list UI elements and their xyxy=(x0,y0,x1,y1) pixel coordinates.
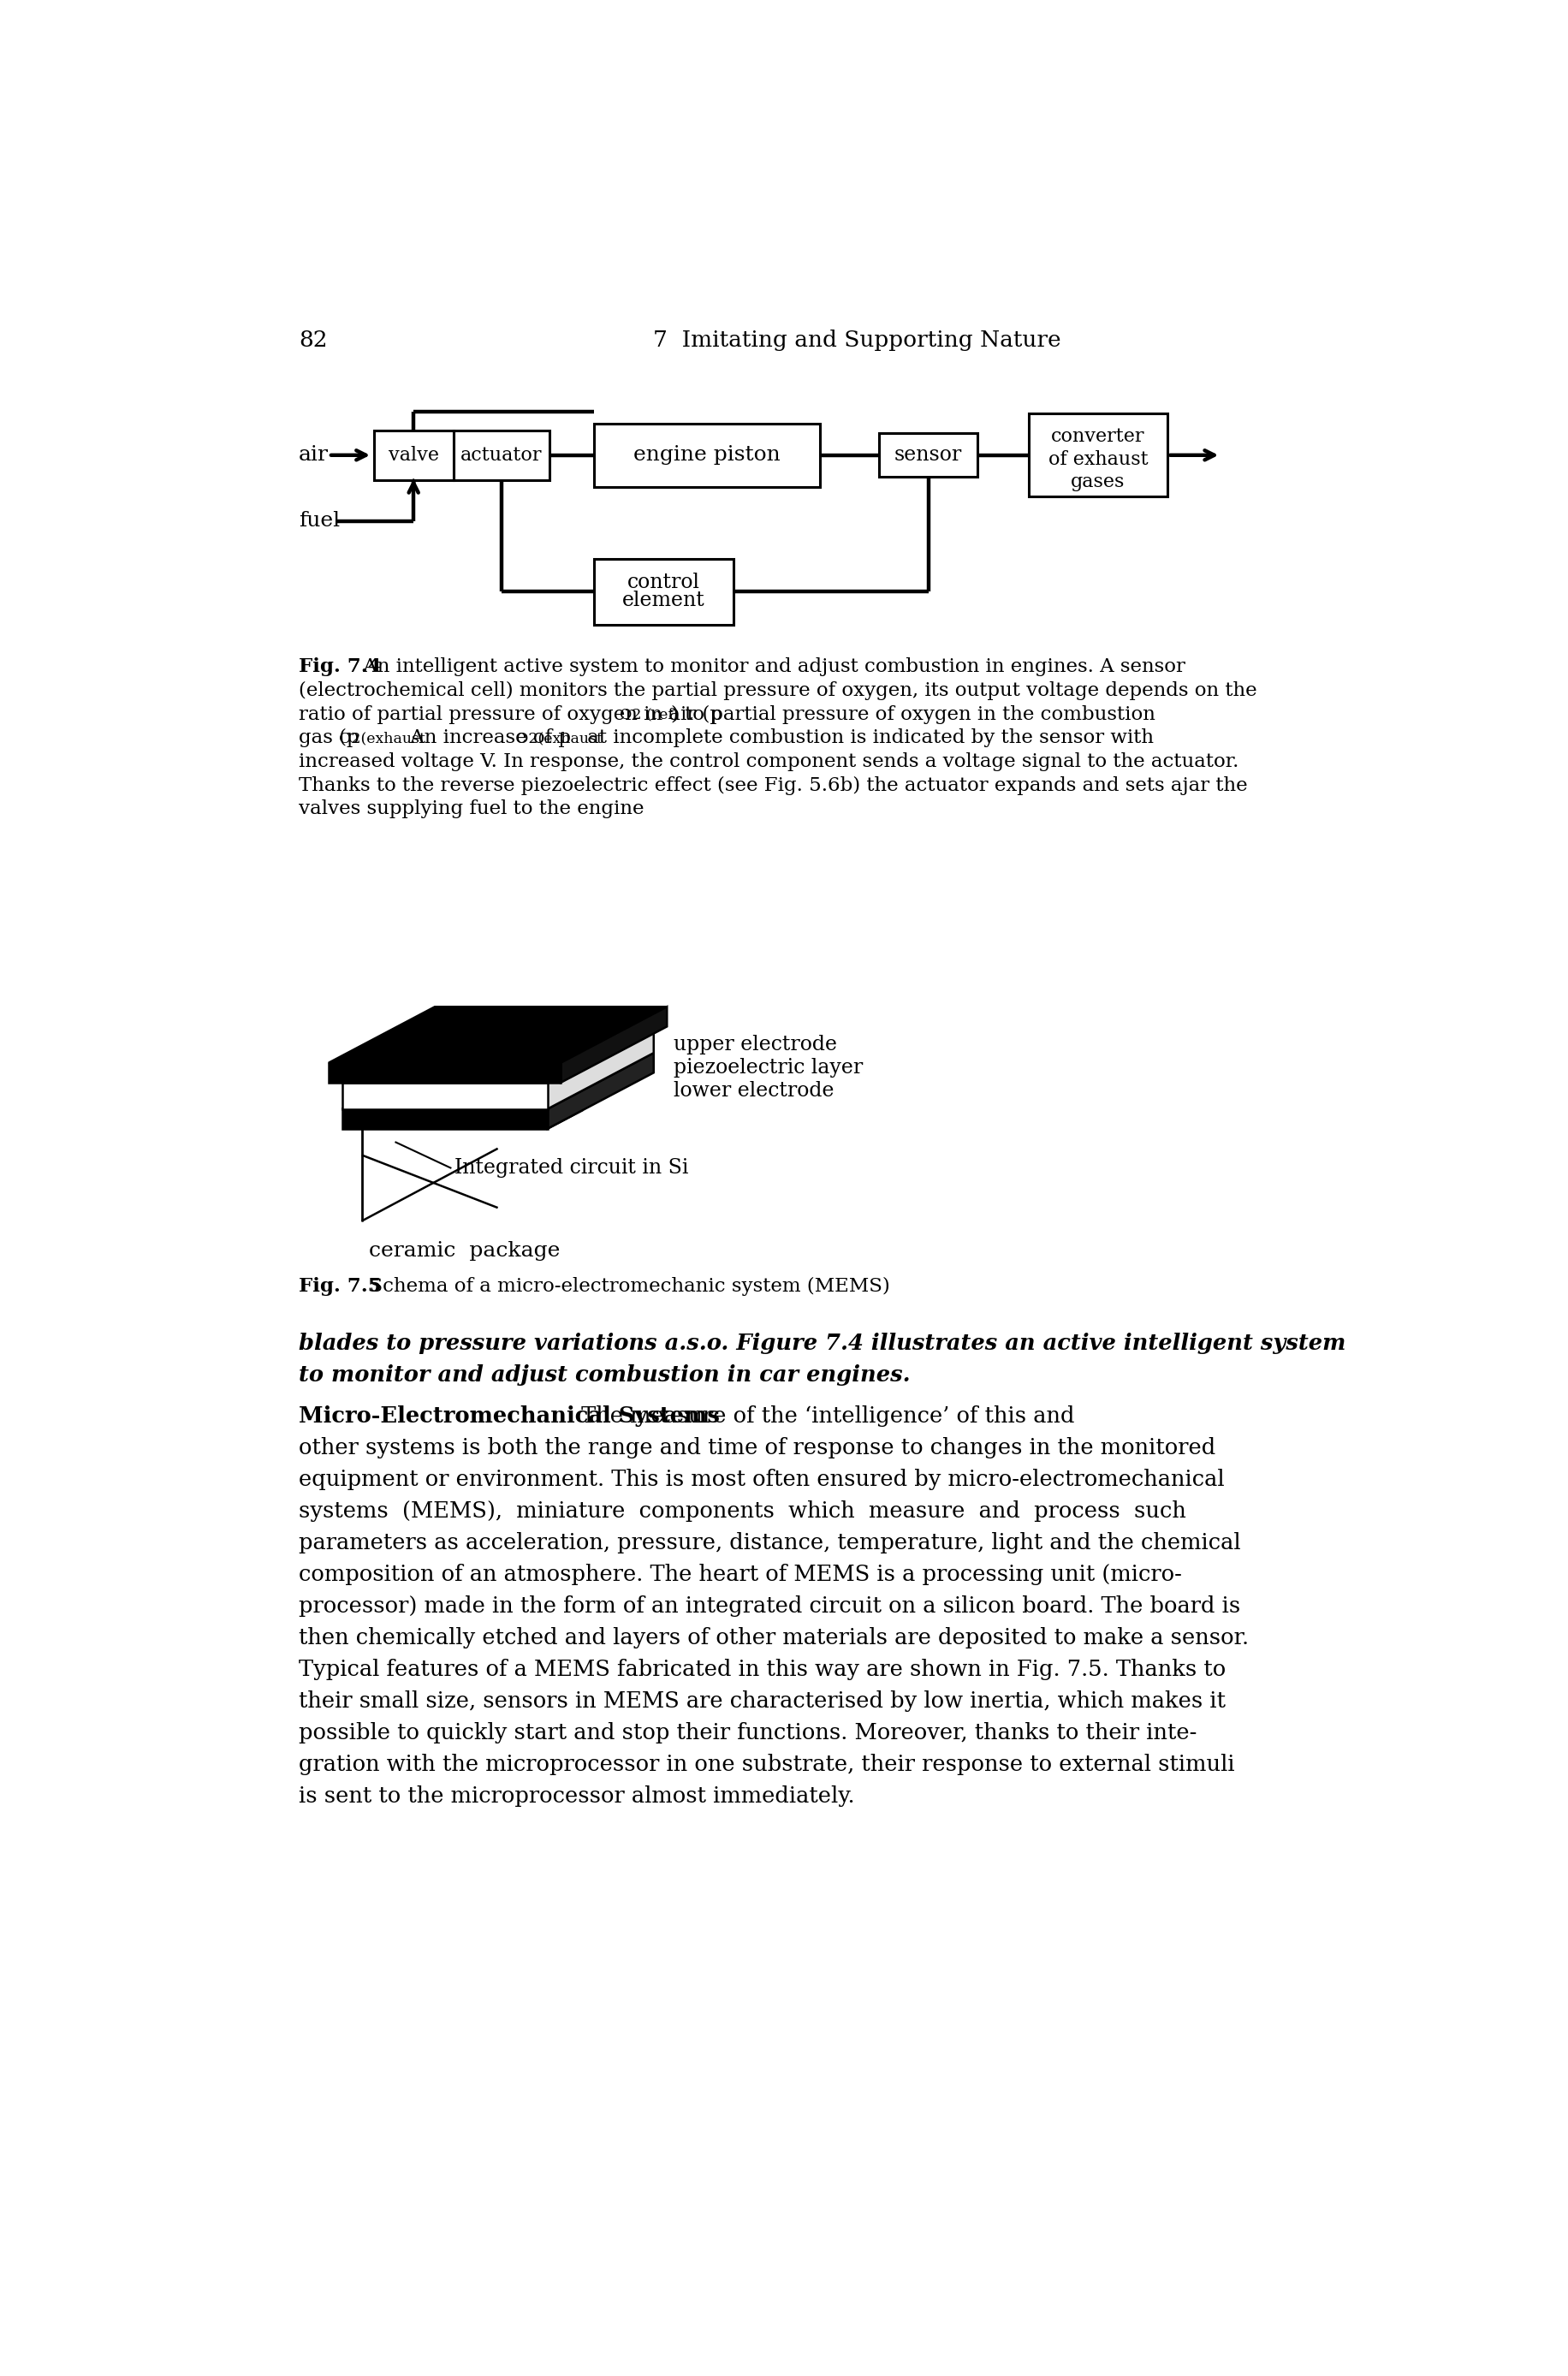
Text: increased voltage V. In response, the control component sends a voltage signal t: increased voltage V. In response, the co… xyxy=(299,753,1239,772)
Bar xyxy=(594,558,734,625)
Text: Fig. 7.5: Fig. 7.5 xyxy=(299,1276,381,1295)
Text: Thanks to the reverse piezoelectric effect (see Fig. 5.6b) the actuator expands : Thanks to the reverse piezoelectric effe… xyxy=(299,777,1248,796)
Bar xyxy=(453,430,549,480)
Bar xyxy=(880,432,977,478)
Polygon shape xyxy=(329,1007,666,1062)
Polygon shape xyxy=(329,1062,561,1083)
Text: piezoelectric layer: piezoelectric layer xyxy=(674,1057,862,1079)
Text: equipment or environment. This is most often ensured by micro-electromechanical: equipment or environment. This is most o… xyxy=(299,1468,1225,1490)
Text: actuator: actuator xyxy=(461,447,543,466)
Text: An increase of p: An increase of p xyxy=(403,729,571,748)
Text: air: air xyxy=(299,444,329,466)
Text: processor) made in the form of an integrated circuit on a silicon board. The boa: processor) made in the form of an integr… xyxy=(299,1594,1240,1616)
Text: their small size, sensors in MEMS are characterised by low inertia, which makes : their small size, sensors in MEMS are ch… xyxy=(299,1689,1226,1711)
Text: at incomplete combustion is indicated by the sensor with: at incomplete combustion is indicated by… xyxy=(582,729,1154,748)
Text: O2(exhaust: O2(exhaust xyxy=(516,732,602,746)
Text: of exhaust: of exhaust xyxy=(1047,449,1148,468)
Text: ceramic  package: ceramic package xyxy=(368,1240,560,1259)
Text: other systems is both the range and time of response to changes in the monitored: other systems is both the range and time… xyxy=(299,1437,1215,1459)
Text: systems  (MEMS),  miniature  components  which  measure  and  process  such: systems (MEMS), miniature components whi… xyxy=(299,1499,1187,1521)
Text: Fig. 7.4: Fig. 7.4 xyxy=(299,658,381,677)
Text: gration with the microprocessor in one substrate, their response to external sti: gration with the microprocessor in one s… xyxy=(299,1753,1236,1775)
Text: Integrated circuit in Si: Integrated circuit in Si xyxy=(455,1159,688,1178)
Text: Typical features of a MEMS fabricated in this way are shown in Fig. 7.5. Thanks : Typical features of a MEMS fabricated in… xyxy=(299,1658,1226,1680)
Text: converter: converter xyxy=(1051,428,1145,447)
Text: fuel: fuel xyxy=(299,511,340,530)
Text: 7  Imitating and Supporting Nature: 7 Imitating and Supporting Nature xyxy=(652,330,1060,352)
Polygon shape xyxy=(342,1083,547,1110)
Text: O2 (ref): O2 (ref) xyxy=(619,708,679,722)
Text: valves supplying fuel to the engine: valves supplying fuel to the engine xyxy=(299,801,644,820)
Text: upper electrode: upper electrode xyxy=(674,1036,837,1055)
Polygon shape xyxy=(342,1053,654,1110)
Text: Schema of a micro-electromechanic system (MEMS): Schema of a micro-electromechanic system… xyxy=(358,1276,891,1295)
Text: lower electrode: lower electrode xyxy=(674,1081,834,1100)
Text: blades to pressure variations a.s.o. Figure 7.4 illustrates an active intelligen: blades to pressure variations a.s.o. Fig… xyxy=(299,1333,1345,1354)
Text: element: element xyxy=(622,592,706,611)
Text: Micro-Electromechanical Systems: Micro-Electromechanical Systems xyxy=(299,1407,720,1428)
Text: ratio of partial pressure of oxygen in air (p: ratio of partial pressure of oxygen in a… xyxy=(299,706,723,725)
Text: control: control xyxy=(627,573,699,592)
Text: O2(exhaust: O2(exhaust xyxy=(339,732,425,746)
Text: ) to partial pressure of oxygen in the combustion: ) to partial pressure of oxygen in the c… xyxy=(671,706,1156,725)
Text: The measure of the ‘intelligence’ of this and: The measure of the ‘intelligence’ of thi… xyxy=(574,1407,1074,1428)
Bar xyxy=(594,423,820,487)
Text: An intelligent active system to monitor and adjust combustion in engines. A sens: An intelligent active system to monitor … xyxy=(358,658,1185,677)
Text: gas (p: gas (p xyxy=(299,729,359,748)
Text: 82: 82 xyxy=(299,330,328,352)
Text: (electrochemical cell) monitors the partial pressure of oxygen, its output volta: (electrochemical cell) monitors the part… xyxy=(299,682,1258,701)
Polygon shape xyxy=(547,1053,654,1129)
Polygon shape xyxy=(547,1026,654,1110)
Text: possible to quickly start and stop their functions. Moreover, thanks to their in: possible to quickly start and stop their… xyxy=(299,1723,1196,1744)
Polygon shape xyxy=(342,1026,654,1083)
Bar xyxy=(1029,413,1168,497)
Text: composition of an atmosphere. The heart of MEMS is a processing unit (micro-: composition of an atmosphere. The heart … xyxy=(299,1563,1182,1585)
Text: parameters as acceleration, pressure, distance, temperature, light and the chemi: parameters as acceleration, pressure, di… xyxy=(299,1533,1240,1554)
Polygon shape xyxy=(342,1110,547,1129)
Text: sensor: sensor xyxy=(894,444,963,466)
Text: valve: valve xyxy=(389,447,439,466)
Bar xyxy=(373,430,453,480)
Text: engine piston: engine piston xyxy=(633,444,781,466)
Polygon shape xyxy=(561,1007,666,1083)
Text: to monitor and adjust combustion in car engines.: to monitor and adjust combustion in car … xyxy=(299,1364,911,1385)
Text: then chemically etched and layers of other materials are deposited to make a sen: then chemically etched and layers of oth… xyxy=(299,1628,1250,1649)
Text: gases: gases xyxy=(1071,473,1126,492)
Text: is sent to the microprocessor almost immediately.: is sent to the microprocessor almost imm… xyxy=(299,1784,855,1806)
